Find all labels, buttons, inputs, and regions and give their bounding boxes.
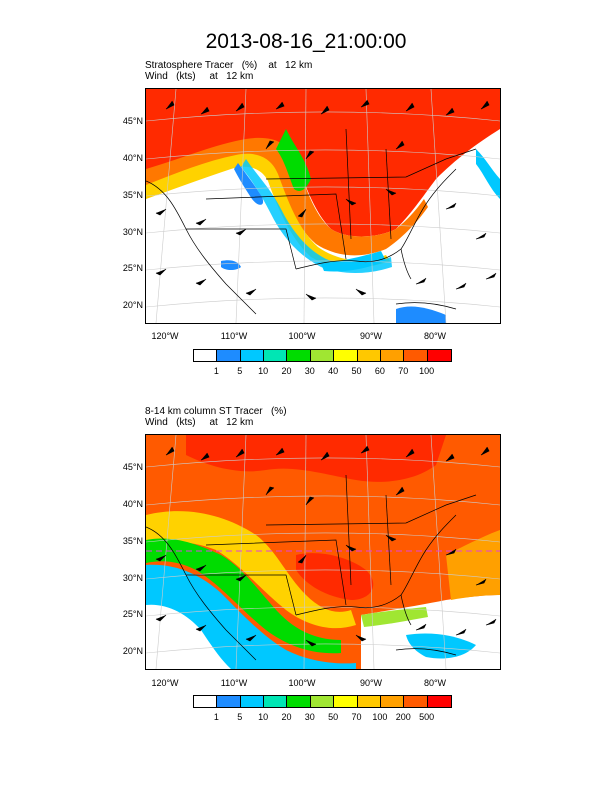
panel1-lat-label: 25°N bbox=[122, 263, 143, 273]
panel2-wind-label: Wind (kts) at 12 km bbox=[145, 417, 254, 428]
map-outlines bbox=[146, 474, 477, 661]
panel1-wind-label: Wind (kts) at 12 km bbox=[145, 71, 254, 82]
panel1-field-label: Stratosphere Tracer (%) at 12 km bbox=[145, 60, 313, 71]
colorbar-tick-label: 200 bbox=[395, 712, 411, 722]
graticule bbox=[146, 89, 500, 323]
colorbar-swatch bbox=[357, 696, 381, 707]
panel2-map-svg bbox=[146, 435, 500, 669]
colorbar-swatch bbox=[404, 350, 428, 361]
tracer-region-green-gulf bbox=[361, 607, 428, 627]
panel2-lon-label: 100°W bbox=[288, 678, 316, 688]
colorbar-swatch bbox=[310, 350, 335, 361]
colorbar-swatch bbox=[427, 350, 451, 361]
tracer-region-ne bbox=[476, 149, 500, 199]
colorbar-tick-label: 70 bbox=[351, 712, 362, 722]
panel2-lon-label: 110°W bbox=[220, 678, 248, 688]
colorbar-tick-label: 70 bbox=[398, 366, 409, 376]
colorbar-tick-label: 500 bbox=[419, 712, 435, 722]
colorbar-tick-label: 10 bbox=[258, 366, 269, 376]
panel1-lon-label: 90°W bbox=[359, 331, 383, 341]
panel2-field-label: 8-14 km column ST Tracer (%) bbox=[145, 406, 287, 417]
graticule bbox=[146, 435, 500, 669]
panel1-lon-label: 120°W bbox=[151, 331, 179, 341]
tracer-region-orange-east bbox=[446, 530, 500, 600]
colorbar-swatch bbox=[427, 696, 451, 707]
colorbar-swatch bbox=[217, 696, 241, 707]
panel1-colorbar bbox=[193, 349, 452, 362]
colorbar-tick-label: 100 bbox=[372, 712, 388, 722]
tracer-region-cyan-gulf bbox=[406, 633, 476, 659]
panel1-lat-label: 20°N bbox=[122, 300, 143, 310]
colorbar-tick-label: 20 bbox=[281, 712, 292, 722]
plot-title: 2013-08-16_21:00:00 bbox=[205, 30, 407, 53]
tracer-region-se bbox=[396, 306, 446, 323]
panel2-lat-label: 45°N bbox=[122, 462, 143, 472]
tracer-region-orange bbox=[146, 137, 428, 256]
colorbar-tick-label: 50 bbox=[328, 712, 339, 722]
tracer-region-white-w bbox=[146, 604, 231, 669]
panel2-lon-label: 80°W bbox=[423, 678, 447, 688]
tracer-region-green bbox=[276, 129, 311, 191]
panel2-map bbox=[145, 434, 501, 670]
colorbar-swatch bbox=[240, 350, 265, 361]
panel1-lat-label: 45°N bbox=[122, 116, 143, 126]
map-outlines bbox=[146, 128, 477, 315]
panel1-lat-label: 30°N bbox=[122, 227, 143, 237]
wind-barbs bbox=[155, 445, 497, 647]
colorbar-swatch bbox=[194, 350, 218, 361]
panel2-lat-label: 35°N bbox=[122, 536, 143, 546]
colorbar-swatch bbox=[240, 696, 265, 707]
panel2-colorbar bbox=[193, 695, 452, 708]
colorbar-swatch bbox=[380, 696, 405, 707]
colorbar-swatch bbox=[287, 696, 311, 707]
colorbar-swatch bbox=[404, 696, 428, 707]
tracer-region-blue bbox=[234, 163, 264, 205]
colorbar-swatch bbox=[357, 350, 381, 361]
colorbar-swatch bbox=[310, 696, 335, 707]
panel2-lat-label: 20°N bbox=[122, 646, 143, 656]
panel2-lat-label: 40°N bbox=[122, 499, 143, 509]
panel1-map-svg bbox=[146, 89, 500, 323]
colorbar-swatch bbox=[334, 696, 358, 707]
colorbar-tick-label: 1 bbox=[213, 712, 219, 722]
panel2-lat-label: 25°N bbox=[122, 609, 143, 619]
colorbar-swatch bbox=[287, 350, 311, 361]
tracer-region-red bbox=[146, 89, 500, 237]
panel1-lon-label: 110°W bbox=[220, 331, 248, 341]
tracer-region-red-low bbox=[296, 553, 374, 600]
colorbar-swatch bbox=[380, 350, 405, 361]
panel2-lat-label: 30°N bbox=[122, 573, 143, 583]
colorbar-swatch bbox=[217, 350, 241, 361]
colorbar-tick-label: 50 bbox=[351, 366, 362, 376]
tracer-region-green bbox=[146, 538, 341, 654]
colorbar-swatch bbox=[264, 696, 288, 707]
panel1-lat-label: 35°N bbox=[122, 190, 143, 200]
tracer-region-bluespot bbox=[221, 260, 241, 270]
colorbar-tick-label: 100 bbox=[419, 366, 435, 376]
colorbar-swatch bbox=[334, 350, 358, 361]
colorbar-tick-label: 5 bbox=[237, 712, 243, 722]
panel1-map bbox=[145, 88, 501, 324]
colorbar-tick-label: 30 bbox=[304, 366, 315, 376]
colorbar-tick-label: 10 bbox=[258, 712, 269, 722]
colorbar-tick-label: 20 bbox=[281, 366, 292, 376]
colorbar-tick-label: 30 bbox=[304, 712, 315, 722]
wind-barbs bbox=[155, 99, 497, 301]
panel1-lon-label: 100°W bbox=[288, 331, 316, 341]
colorbar-tick-label: 40 bbox=[328, 366, 339, 376]
colorbar-swatch bbox=[264, 350, 288, 361]
colorbar-tick-label: 60 bbox=[374, 366, 385, 376]
panel1-lat-label: 40°N bbox=[122, 153, 143, 163]
panel2-lon-label: 120°W bbox=[151, 678, 179, 688]
colorbar-swatch bbox=[194, 696, 218, 707]
tracer-region-yellow bbox=[146, 153, 390, 269]
colorbar-tick-label: 1 bbox=[213, 366, 219, 376]
panel2-lon-label: 90°W bbox=[359, 678, 383, 688]
panel1-lon-label: 80°W bbox=[423, 331, 447, 341]
tracer-region-red bbox=[186, 435, 446, 482]
colorbar-tick-label: 5 bbox=[237, 366, 243, 376]
tracer-region-yellow bbox=[146, 511, 356, 629]
